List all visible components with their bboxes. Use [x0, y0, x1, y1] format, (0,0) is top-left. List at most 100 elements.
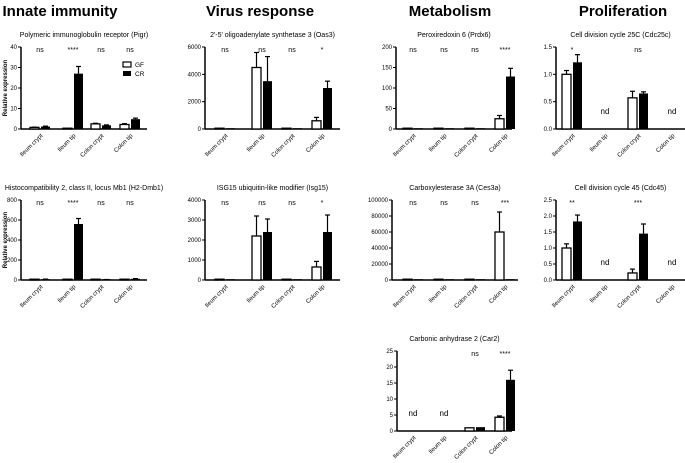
- bar-cr: [226, 279, 235, 280]
- x-tick-label: Colon crypt: [454, 435, 480, 461]
- bar-cr: [293, 279, 302, 280]
- not-detected-label: nd: [668, 258, 677, 267]
- y-tick-label: 0: [14, 127, 18, 133]
- y-tick-label: 4000: [188, 72, 202, 78]
- bar-gf: [627, 97, 638, 130]
- y-tick-label: 20: [386, 365, 393, 371]
- significance-label: **: [569, 200, 575, 207]
- significance-label: ns: [126, 47, 134, 54]
- y-tick-label: 100: [382, 86, 393, 92]
- bar-cr: [74, 73, 83, 129]
- bar-cr: [414, 128, 423, 129]
- bar-cr: [476, 128, 485, 129]
- y-tick-label: 0.5: [544, 262, 553, 268]
- x-tick-label: Ileum crypt: [551, 133, 576, 158]
- y-tick-label: 600: [7, 218, 18, 224]
- y-tick-label: 400: [7, 238, 18, 244]
- x-tick-label: Colon tip: [655, 284, 676, 305]
- x-tick-label: Colon crypt: [271, 133, 297, 159]
- bar-cr: [263, 232, 272, 280]
- x-tick-label: Ileum tip: [57, 284, 78, 305]
- bar-cr: [263, 81, 272, 129]
- chart-title: Peroxiredoxin 6 (Prdx6): [417, 32, 491, 39]
- significance-label: ns: [471, 200, 479, 207]
- y-axis-label: Relative expression: [3, 59, 9, 116]
- chart-title: Carbonic anhydrase 2 (Car2): [409, 336, 499, 343]
- y-tick-label: 5: [390, 413, 394, 419]
- significance-label: ns: [221, 47, 229, 54]
- significance-label: ns: [221, 200, 229, 207]
- x-tick-label: Ileum tip: [428, 284, 449, 305]
- y-tick-label: 2.0: [544, 214, 553, 220]
- y-tick-label: 0: [14, 278, 18, 284]
- significance-label: ns: [36, 200, 44, 207]
- significance-label: ns: [97, 200, 105, 207]
- chart-title: Histocompatibility 2, class II, locus Mb…: [5, 185, 163, 192]
- significance-label: ns: [440, 200, 448, 207]
- significance-label: ns: [409, 47, 417, 54]
- bar-cr: [639, 233, 648, 280]
- bar-cr: [323, 232, 332, 280]
- significance-label: ns: [36, 47, 44, 54]
- bar-gf: [627, 272, 638, 281]
- y-tick-label: 1.5: [544, 230, 553, 236]
- bar-cr: [226, 128, 235, 129]
- significance-label: *: [321, 200, 324, 207]
- y-axis-label: Relative expression: [3, 211, 9, 268]
- y-tick-label: 0: [389, 127, 393, 133]
- chart-panel: ISG15 ubiquitin-like modifier (Isg15) 0 10…: [188, 185, 340, 310]
- chart-panel: Histocompatibility 2, class II, locus Mb…: [3, 185, 163, 310]
- x-tick-label: Ileum crypt: [551, 284, 576, 309]
- y-tick-label: 800: [7, 198, 18, 204]
- bar-gf: [464, 127, 475, 130]
- x-tick-label: Ileum tip: [246, 284, 267, 305]
- x-tick-label: Colon crypt: [454, 133, 480, 159]
- y-tick-label: 200: [382, 45, 393, 51]
- bar-cr: [506, 76, 515, 129]
- significance-label: ns: [97, 47, 105, 54]
- bar-gf: [311, 266, 322, 281]
- bar-cr: [639, 93, 648, 129]
- chart-panel: Carboxylesterase 3A (Ces3a) 0 20000 40000 60…: [368, 185, 518, 310]
- chart-panel: Polymeric immunoglobulin receptor (Pigr)…: [3, 32, 148, 159]
- y-tick-label: 1000: [188, 258, 202, 264]
- y-tick-label: 0.0: [544, 278, 553, 284]
- significance-label: ns: [288, 47, 296, 54]
- bar-gf: [251, 66, 262, 130]
- column-header-proliferation: Proliferation: [579, 3, 667, 20]
- y-tick-label: 3000: [188, 218, 202, 224]
- legend-label-cr: CR: [135, 71, 145, 78]
- x-tick-label: Ileum tip: [428, 133, 449, 154]
- chart-title: Carboxylesterase 3A (Ces3a): [409, 185, 500, 192]
- significance-label: ***: [501, 200, 509, 207]
- bar-gf: [251, 235, 262, 281]
- significance-label: ****: [500, 47, 511, 54]
- bar-cr: [573, 221, 582, 280]
- not-detected-label: nd: [440, 409, 449, 418]
- y-tick-label: 40: [10, 45, 17, 51]
- legend-swatch-gf: [122, 61, 132, 68]
- significance-label: ns: [440, 47, 448, 54]
- y-tick-label: 200: [7, 258, 18, 264]
- significance-label: ***: [634, 200, 642, 207]
- y-tick-label: 100000: [368, 198, 389, 204]
- y-tick-label: 20000: [371, 262, 388, 268]
- x-tick-label: Colon tip: [113, 284, 134, 305]
- bar-cr: [131, 119, 140, 129]
- bar-gf: [62, 127, 73, 130]
- bar-gf: [433, 127, 444, 130]
- y-tick-label: 2000: [188, 100, 202, 106]
- x-tick-label: Colon tip: [488, 133, 509, 154]
- y-tick-label: 1.0: [544, 72, 553, 78]
- chart-title: Polymeric immunoglobulin receptor (Pigr): [20, 32, 148, 39]
- bar-cr: [476, 279, 485, 280]
- legend: GF CR: [122, 61, 145, 78]
- chart-panel: Cell division cycle 25C (Cdc25c) 0.0 0.5 1.…: [544, 32, 685, 159]
- chart-panel: Peroxiredoxin 6 (Prdx6) 0 50 100 150 200 Ileum…: [382, 32, 515, 159]
- significance-label: ns: [471, 351, 479, 358]
- bar-gf: [402, 127, 413, 130]
- bar-gf: [494, 416, 505, 432]
- x-tick-label: Ileum crypt: [204, 133, 229, 158]
- column-header-metabolism: Metabolism: [409, 3, 492, 20]
- bar-gf: [214, 278, 225, 281]
